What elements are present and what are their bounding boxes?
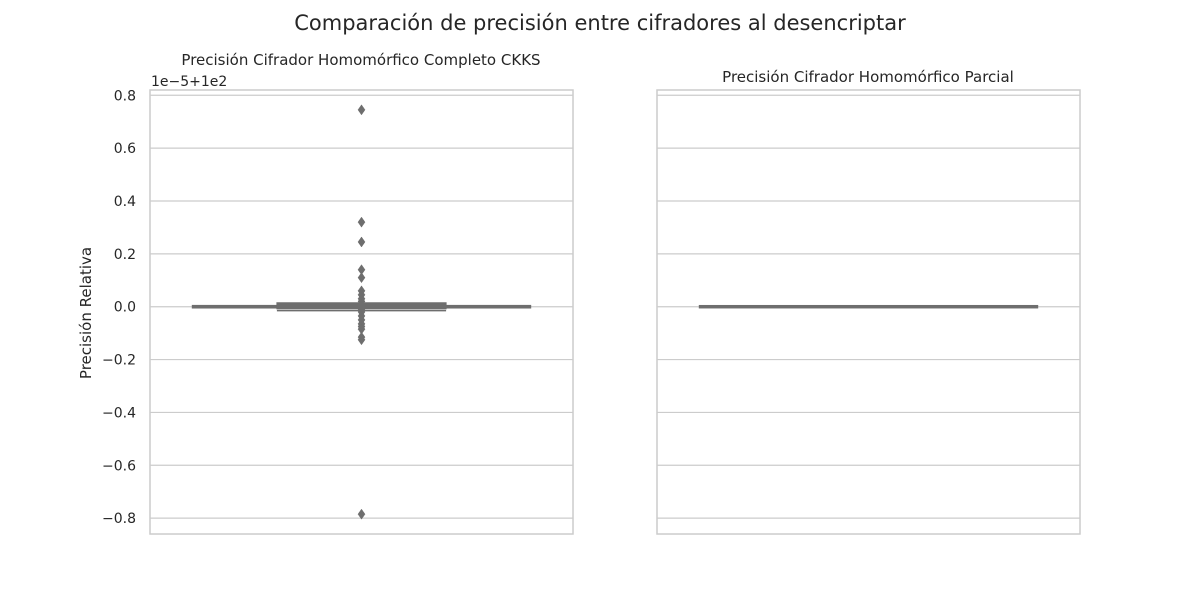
- ckks-outlier-point: [357, 216, 366, 228]
- ckks-outlier-point: [357, 334, 366, 346]
- ckks-ytick-label: 0.6: [114, 141, 136, 157]
- panel-parcial: Precisión Cifrador Homomórfico Parcial: [656, 68, 1081, 535]
- panel-ckks-ylabel: Precisión Relativa: [77, 247, 95, 379]
- ckks-outlier-point: [357, 272, 366, 284]
- ckks-ytick-label: 0.2: [114, 247, 136, 263]
- ckks-ytick-label: −0.2: [102, 353, 136, 369]
- parcial-axes-frame: [656, 89, 1081, 535]
- ckks-ytick-label: −0.8: [102, 511, 136, 527]
- ckks-ytick-label: 0.8: [114, 88, 136, 104]
- ckks-ytick-label: 0.0: [114, 300, 136, 316]
- panel-ckks: Precisión Cifrador Homomórfico Completo …: [77, 51, 574, 535]
- ckks-ytick-label: −0.4: [102, 405, 136, 421]
- ckks-axes-frame: [149, 89, 574, 535]
- panel-parcial-title: Precisión Cifrador Homomórfico Parcial: [722, 68, 1014, 86]
- ckks-ytick-label: −0.6: [102, 458, 136, 474]
- panel-ckks-title: Precisión Cifrador Homomórfico Completo …: [181, 51, 540, 69]
- ckks-ytick-label: 0.4: [114, 194, 136, 210]
- ckks-outlier-point: [357, 508, 366, 520]
- panel-ckks-offset-text: 1e−5+1e2: [151, 74, 227, 90]
- ckks-outlier-point: [357, 236, 366, 248]
- figure-suptitle: Comparación de precisión entre cifradore…: [294, 11, 906, 35]
- ckks-outlier-point: [357, 104, 366, 116]
